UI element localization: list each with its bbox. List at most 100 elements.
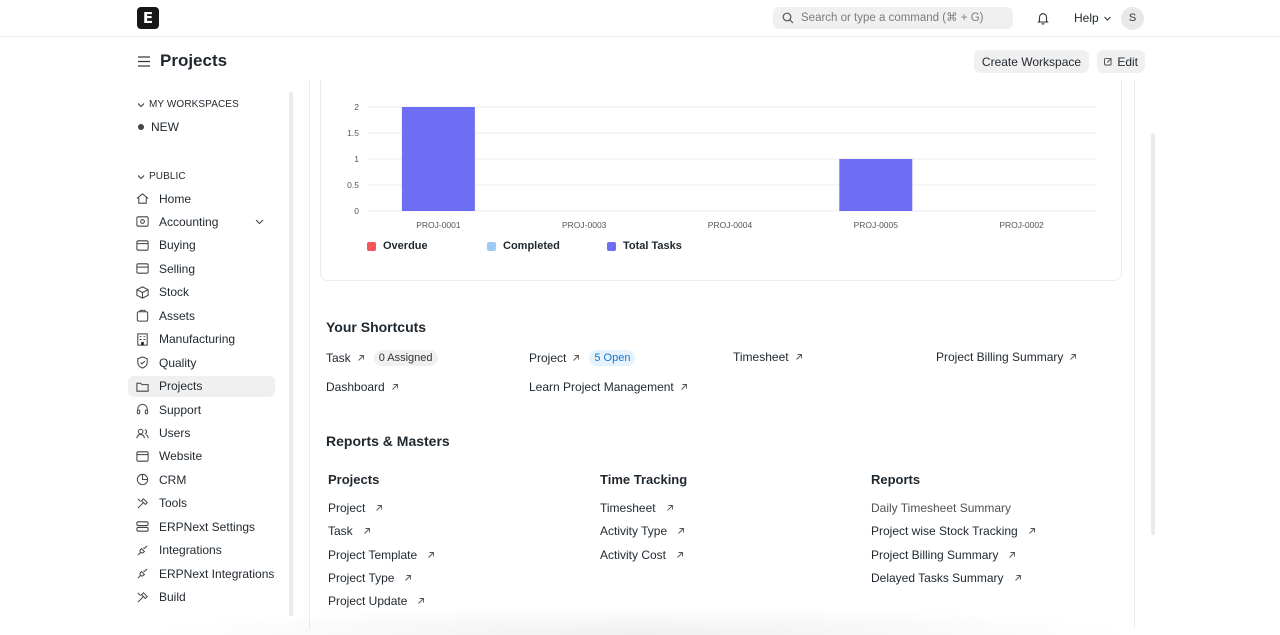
avatar[interactable]: S bbox=[1121, 7, 1144, 30]
shortcut-project[interactable]: Project 5 Open bbox=[529, 350, 636, 366]
sidebar-item-build[interactable]: Build bbox=[128, 587, 275, 608]
bar-total-tasks-proj-0005[interactable] bbox=[839, 159, 913, 211]
sidebar-item-label: Users bbox=[159, 426, 191, 440]
sidebar-item-crm[interactable]: CRM bbox=[128, 469, 275, 490]
search-input[interactable] bbox=[801, 12, 1001, 24]
sidebar-item-stock[interactable]: Stock bbox=[128, 282, 275, 303]
report-link-activity-cost[interactable]: Activity Cost bbox=[600, 548, 684, 562]
report-link-daily-timesheet-summary[interactable]: Daily Timesheet Summary bbox=[871, 501, 1011, 515]
legend-item-total-tasks: Total Tasks bbox=[607, 240, 682, 252]
settings-icon bbox=[136, 521, 149, 532]
shortcut-label: Learn Project Management bbox=[529, 380, 674, 394]
sidebar-item-buying[interactable]: Buying bbox=[128, 235, 275, 256]
shortcut-timesheet[interactable]: Timesheet bbox=[733, 350, 803, 364]
main-scrollbar[interactable] bbox=[1151, 133, 1155, 535]
shortcut-label: Task bbox=[326, 351, 351, 365]
notification-bell-icon[interactable] bbox=[1036, 11, 1050, 25]
shortcut-label: Project Billing Summary bbox=[936, 350, 1064, 364]
report-link-timesheet[interactable]: Timesheet bbox=[600, 501, 674, 515]
build-icon bbox=[137, 591, 148, 603]
sidebar-item-erpnext-integrations[interactable]: ERPNext Integrations bbox=[128, 563, 275, 584]
sidebar-item-label: CRM bbox=[159, 472, 187, 487]
sidebar-item-accounting[interactable]: Accounting bbox=[128, 211, 275, 232]
sidebar-item-website[interactable]: Website bbox=[128, 446, 275, 467]
report-link-delayed-tasks-summary[interactable]: Delayed Tasks Summary bbox=[871, 571, 1022, 585]
sidebar-item-integrations[interactable]: Integrations bbox=[128, 540, 275, 561]
sidebar-item-label: ERPNext Integrations bbox=[159, 566, 275, 581]
sidebar-item-projects[interactable]: Projects bbox=[128, 375, 275, 397]
shortcut-dashboard[interactable]: Dashboard bbox=[326, 380, 399, 394]
report-link-project-billing-summary[interactable]: Project Billing Summary bbox=[871, 548, 1016, 562]
report-link-label: Activity Type bbox=[600, 524, 668, 539]
x-tick-label: PROJ-0001 bbox=[416, 220, 461, 230]
assets-icon bbox=[136, 310, 149, 322]
legend-label: Total Tasks bbox=[623, 240, 682, 252]
report-link-label: Task bbox=[328, 524, 353, 539]
sidebar-item-users[interactable]: Users bbox=[128, 423, 275, 444]
x-tick-label: PROJ-0003 bbox=[562, 220, 607, 230]
sidebar-item-label: Website bbox=[159, 449, 203, 464]
sidebar-item-label: Integrations bbox=[159, 543, 222, 558]
legend-swatch bbox=[487, 241, 496, 251]
dot-icon bbox=[138, 124, 144, 130]
report-link-project-template[interactable]: Project Template bbox=[328, 548, 435, 562]
sidebar-item-home[interactable]: Home bbox=[128, 188, 275, 209]
chevron-down-icon bbox=[137, 174, 145, 179]
edit-button[interactable]: Edit bbox=[1097, 50, 1145, 73]
report-link-project-update[interactable]: Project Update bbox=[328, 594, 425, 608]
sidebar-item-quality[interactable]: Quality bbox=[128, 352, 275, 373]
report-link-label: Project Template bbox=[328, 547, 418, 562]
sidebar-item-selling[interactable]: Selling bbox=[128, 258, 275, 279]
shortcut-task[interactable]: Task 0 Assigned bbox=[326, 350, 438, 366]
workspace-item-new[interactable]: NEW bbox=[138, 120, 179, 134]
create-workspace-button[interactable]: Create Workspace bbox=[974, 50, 1089, 73]
public-toggle[interactable]: PUBLIC bbox=[137, 171, 186, 182]
search-bar[interactable] bbox=[773, 7, 1013, 29]
card-title-reports: Reports bbox=[871, 472, 921, 487]
integrations-icon bbox=[137, 545, 148, 556]
arrow-up-right-icon bbox=[678, 528, 685, 535]
support-icon bbox=[136, 403, 149, 415]
sidebar-scrollbar[interactable] bbox=[289, 92, 293, 616]
help-dropdown[interactable]: Help bbox=[1074, 11, 1112, 25]
report-link-project[interactable]: Project bbox=[328, 501, 383, 515]
arrow-up-right-icon bbox=[1070, 354, 1077, 360]
sidebar-item-label: Home bbox=[159, 191, 192, 206]
arrow-up-right-icon bbox=[1028, 528, 1035, 535]
arrow-up-right-icon bbox=[363, 528, 370, 535]
report-link-label: Daily Timesheet Summary bbox=[871, 501, 1012, 515]
arrow-up-right-icon bbox=[357, 355, 364, 361]
sidebar-item-erpnext-settings[interactable]: ERPNext Settings bbox=[128, 516, 275, 537]
report-link-task[interactable]: Task bbox=[328, 524, 371, 538]
quality-icon bbox=[137, 356, 148, 369]
report-link-label: Delayed Tasks Summary bbox=[871, 570, 1004, 585]
sidebar-item-assets[interactable]: Assets bbox=[128, 305, 275, 326]
shortcut-label: Dashboard bbox=[326, 380, 385, 394]
report-link-label: Project Billing Summary bbox=[871, 547, 999, 562]
sidebar-item-label: Selling bbox=[159, 261, 196, 276]
report-link-project-wise-stock-tracking[interactable]: Project wise Stock Tracking bbox=[871, 524, 1036, 538]
report-link-label: Project wise Stock Tracking bbox=[871, 524, 1018, 539]
shortcut-learn-project-management[interactable]: Learn Project Management bbox=[529, 380, 688, 394]
my-workspaces-toggle[interactable]: MY WORKSPACES bbox=[137, 99, 239, 110]
card-title-projects: Projects bbox=[328, 472, 380, 487]
report-link-activity-type[interactable]: Activity Type bbox=[600, 524, 685, 538]
sidebar-item-manufacturing[interactable]: Manufacturing bbox=[128, 329, 275, 350]
bottom-shadow bbox=[140, 605, 1140, 635]
home-icon bbox=[136, 193, 149, 204]
sidebar-item-support[interactable]: Support bbox=[128, 399, 275, 420]
y-tick-label: 1 bbox=[354, 154, 359, 164]
shortcut-label: Timesheet bbox=[733, 350, 789, 364]
app-logo[interactable]: E bbox=[137, 7, 159, 29]
report-link-project-type[interactable]: Project Type bbox=[328, 571, 412, 585]
shortcut-project-billing-summary[interactable]: Project Billing Summary bbox=[936, 350, 1077, 364]
chevron-down-icon[interactable] bbox=[254, 216, 265, 227]
menu-icon[interactable] bbox=[137, 55, 151, 68]
sidebar-item-label: Build bbox=[159, 590, 186, 605]
accounting-icon bbox=[136, 216, 149, 228]
bar-total-tasks-proj-0001[interactable] bbox=[401, 107, 475, 211]
arrow-up-right-icon bbox=[677, 551, 683, 558]
sidebar-item-tools[interactable]: Tools bbox=[128, 493, 275, 514]
integrations-icon bbox=[137, 568, 148, 579]
arrow-up-right-icon bbox=[680, 384, 687, 390]
